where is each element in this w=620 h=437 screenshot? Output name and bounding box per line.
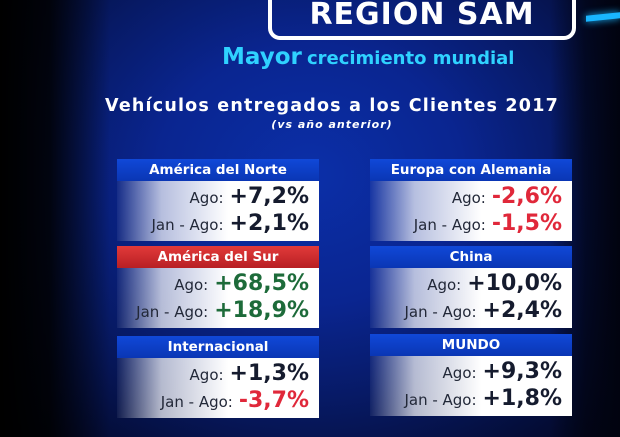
stat-value: -2,6% <box>491 184 562 209</box>
subtitle-rest: crecimiento mundial <box>306 48 515 69</box>
stat-row-month: Ago: -2,6% <box>370 184 562 211</box>
region-card-america-del-sur: América del Sur Ago: +68,5% Jan - Ago: +… <box>117 246 319 328</box>
stat-label: Jan - Ago: <box>136 303 209 321</box>
region-card-header: China <box>370 246 572 268</box>
stat-row-month: Ago: +68,5% <box>117 271 309 298</box>
stat-value: +7,2% <box>229 184 309 209</box>
dark-edge-left <box>0 0 110 437</box>
stat-value: +2,4% <box>482 298 562 323</box>
stat-row-ytd: Jan - Ago: +18,9% <box>117 298 309 325</box>
stat-label: Ago: <box>442 364 477 382</box>
slide-subheading: (vs año anterior) <box>271 118 393 131</box>
stat-label: Jan - Ago: <box>413 216 486 234</box>
region-name: América del Sur <box>157 249 279 265</box>
stat-row-month: Ago: +1,3% <box>117 361 309 388</box>
stat-row-month: Ago: +10,0% <box>370 271 562 298</box>
stat-label: Jan - Ago: <box>151 216 224 234</box>
stat-row-ytd: Jan - Ago: +2,1% <box>117 211 309 238</box>
stat-row-month: Ago: +9,3% <box>370 359 562 386</box>
stat-row-month: Ago: +7,2% <box>117 184 309 211</box>
region-name: América del Norte <box>149 162 287 178</box>
stat-value: +10,0% <box>467 271 562 296</box>
region-card-body: Ago: +10,0% Jan - Ago: +2,4% <box>370 268 572 328</box>
region-name: MUNDO <box>441 337 501 353</box>
subtitle-strong: Mayor <box>222 44 302 70</box>
region-card-body: Ago: -2,6% Jan - Ago: -1,5% <box>370 181 572 241</box>
stat-value: +2,1% <box>229 211 309 236</box>
slide-heading: Vehículos entregados a los Clientes 2017 <box>105 96 559 116</box>
region-card-china: China Ago: +10,0% Jan - Ago: +2,4% <box>370 246 572 328</box>
slide-subtitle: Mayor crecimiento mundial <box>222 44 582 70</box>
region-card-body: Ago: +68,5% Jan - Ago: +18,9% <box>117 268 319 328</box>
stat-value: -3,7% <box>238 388 309 413</box>
region-card-europa-con-alemania: Europa con Alemania Ago: -2,6% Jan - Ago… <box>370 159 572 241</box>
region-card-header: América del Sur <box>117 246 319 268</box>
region-card-body: Ago: +9,3% Jan - Ago: +1,8% <box>370 356 572 416</box>
stat-value: +68,5% <box>214 271 309 296</box>
stat-row-ytd: Jan - Ago: +2,4% <box>370 298 562 325</box>
region-card-internacional: Internacional Ago: +1,3% Jan - Ago: -3,7… <box>117 336 319 418</box>
region-name: Europa con Alemania <box>390 162 552 178</box>
region-card-america-del-norte: América del Norte Ago: +7,2% Jan - Ago: … <box>117 159 319 241</box>
stat-row-ytd: Jan - Ago: +1,8% <box>370 386 562 413</box>
region-name: China <box>449 249 493 265</box>
stat-row-ytd: Jan - Ago: -3,7% <box>117 388 309 415</box>
title-box: REGIÓN SAM <box>268 0 576 40</box>
region-card-header: América del Norte <box>117 159 319 181</box>
stat-value: +9,3% <box>482 359 562 384</box>
stat-label: Ago: <box>451 189 486 207</box>
stat-label: Ago: <box>189 366 224 384</box>
stat-label: Ago: <box>427 276 462 294</box>
region-name: Internacional <box>167 339 269 355</box>
region-card-mundo: MUNDO Ago: +9,3% Jan - Ago: +1,8% <box>370 334 572 416</box>
stat-label: Ago: <box>189 189 224 207</box>
stat-row-ytd: Jan - Ago: -1,5% <box>370 211 562 238</box>
stat-label: Jan - Ago: <box>160 393 233 411</box>
stat-value: +18,9% <box>214 298 309 323</box>
stat-value: +1,3% <box>229 361 309 386</box>
region-card-body: Ago: +1,3% Jan - Ago: -3,7% <box>117 358 319 418</box>
stat-value: -1,5% <box>491 211 562 236</box>
stat-label: Jan - Ago: <box>404 391 477 409</box>
region-card-header: Europa con Alemania <box>370 159 572 181</box>
stat-value: +1,8% <box>482 386 562 411</box>
stat-label: Jan - Ago: <box>404 303 477 321</box>
region-card-header: Internacional <box>117 336 319 358</box>
slide-title: REGIÓN SAM <box>309 0 535 32</box>
stat-label: Ago: <box>174 276 209 294</box>
region-card-body: Ago: +7,2% Jan - Ago: +2,1% <box>117 181 319 241</box>
region-card-header: MUNDO <box>370 334 572 356</box>
